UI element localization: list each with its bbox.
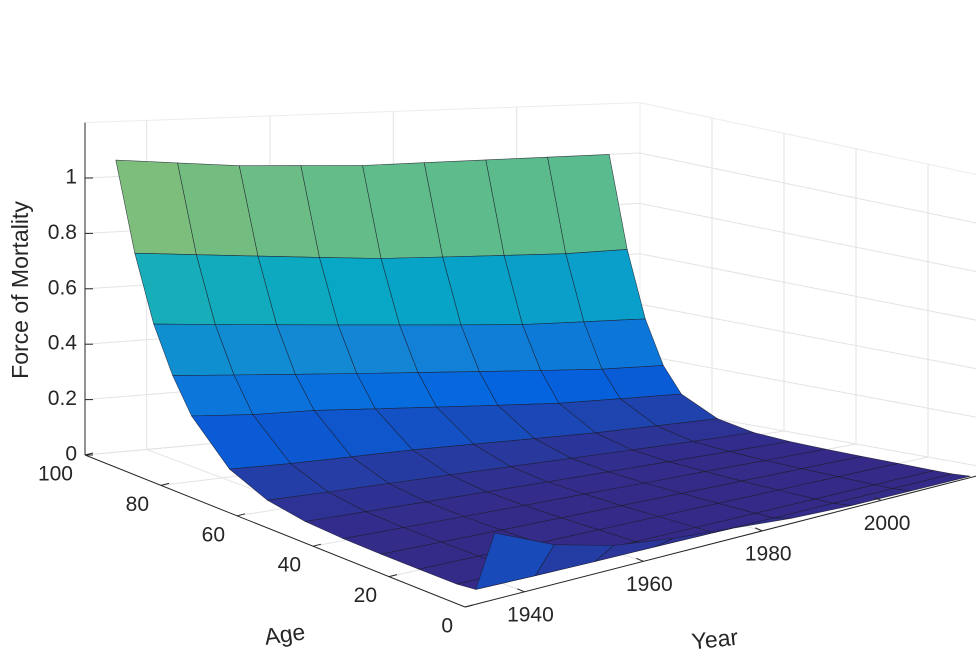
y-tick (236, 513, 246, 517)
y-axis-title: Age (263, 618, 307, 649)
y-tick (388, 574, 398, 578)
y-tick-label: 80 (126, 493, 149, 516)
y-tick-label: 100 (38, 463, 73, 486)
grid-line (639, 202, 976, 273)
wall-edge (84, 102, 641, 124)
z-tick-label: 1 (65, 166, 77, 189)
y-tick-label: 0 (441, 615, 453, 638)
grid-line (639, 303, 976, 370)
z-tick-label: 0.2 (48, 387, 77, 410)
x-tick-label: 1980 (745, 542, 792, 565)
x-tick (873, 496, 882, 501)
y-tick (312, 543, 322, 547)
x-tick (755, 527, 763, 532)
surface-patch (475, 532, 555, 590)
wall-edge (639, 102, 976, 175)
grid-line (639, 354, 976, 418)
grid-line (639, 152, 976, 224)
z-axis-title: Force of Mortality (7, 201, 33, 379)
y-tick-label: 40 (278, 554, 301, 577)
z-tick-label: 0.4 (48, 332, 78, 355)
y-tick (84, 452, 94, 456)
z-tick-label: 0.8 (48, 221, 77, 244)
x-axis (464, 475, 976, 608)
surface (115, 154, 971, 590)
y-tick (464, 604, 474, 608)
y-axis (84, 454, 466, 608)
z-tick-label: 0.6 (48, 276, 77, 299)
x-tick (636, 557, 644, 562)
x-axis-title: Year (690, 624, 739, 655)
y-tick-label: 20 (354, 584, 377, 607)
grid-line (639, 253, 976, 321)
z-tick-label: 0 (65, 443, 77, 466)
y-tick (160, 482, 170, 486)
x-tick-label: 1940 (507, 603, 554, 626)
y-tick-label: 60 (202, 523, 225, 546)
x-tick-label: 1960 (626, 573, 673, 596)
x-tick-label: 2000 (864, 512, 911, 535)
x-tick (517, 588, 525, 593)
axes: 0 0.2 0.4 0.6 0.8 1 0 20 40 60 80 100 1940 1960 1980 20… (38, 122, 976, 638)
